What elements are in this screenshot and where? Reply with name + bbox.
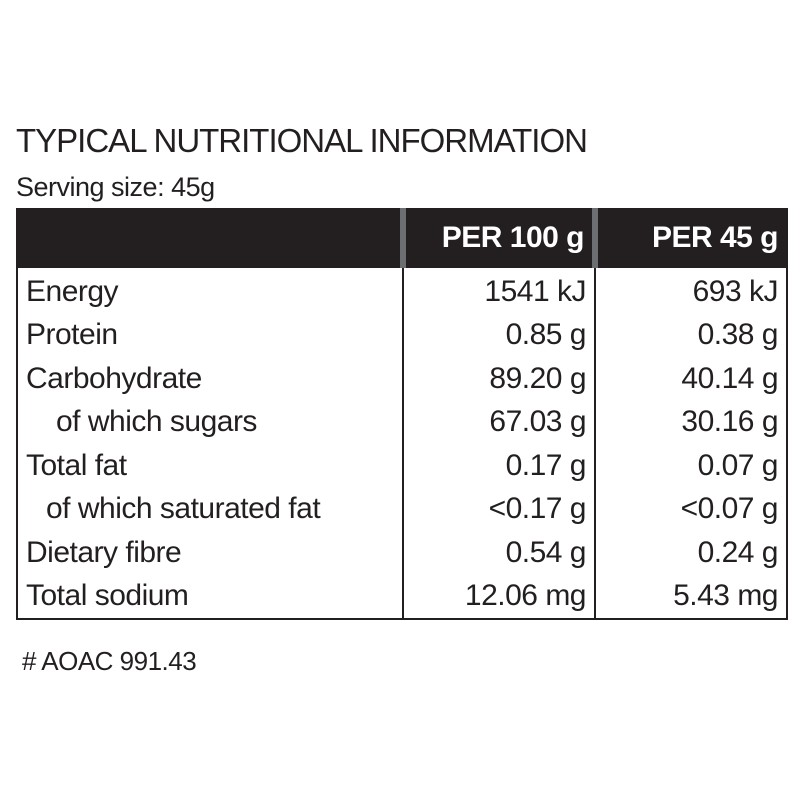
table-row: Total sodium 12.06 mg 5.43 mg	[16, 574, 788, 620]
nutrient-value: 0.85 g	[402, 313, 596, 357]
table-row: Energy 1541 kJ 693 kJ	[16, 267, 788, 314]
table-row: Protein 0.85 g 0.38 g	[16, 313, 788, 357]
nutrient-value: 89.20 g	[402, 357, 596, 401]
nutrient-value: 0.38 g	[594, 313, 788, 357]
table-row: of which sugars 67.03 g 30.16 g	[16, 400, 788, 444]
nutrient-value: 1541 kJ	[402, 267, 596, 314]
nutrient-value: 693 kJ	[594, 267, 788, 314]
nutrient-value: <0.17 g	[402, 487, 596, 531]
nutrient-name: of which sugars	[16, 400, 404, 444]
nutrient-value: <0.07 g	[594, 487, 788, 531]
serving-size: Serving size: 45g	[16, 172, 215, 202]
footnote: # AOAC 991.43	[22, 646, 197, 676]
nutrient-value: 0.17 g	[402, 444, 596, 488]
header-cell: PER 100 g	[400, 208, 596, 268]
table-row: Carbohydrate 89.20 g 40.14 g	[16, 357, 788, 401]
table-row: Total fat 0.17 g 0.07 g	[16, 444, 788, 488]
nutrient-name: of which saturated fat	[16, 487, 404, 531]
nutrient-name: Energy	[16, 267, 404, 314]
nutrient-value: 40.14 g	[594, 357, 788, 401]
nutrient-name: Protein	[16, 313, 404, 357]
nutrient-name: Total sodium	[16, 574, 404, 620]
nutrient-value: 5.43 mg	[594, 574, 788, 620]
nutrient-value: 12.06 mg	[402, 574, 596, 620]
nutrient-value: 0.07 g	[594, 444, 788, 488]
nutrient-value: 67.03 g	[402, 400, 596, 444]
header-cell	[16, 208, 404, 268]
header-cell: PER 45 g	[592, 208, 788, 268]
table-row: of which saturated fat <0.17 g <0.07 g	[16, 487, 788, 531]
nutrient-value: 30.16 g	[594, 400, 788, 444]
nutrient-value: 0.24 g	[594, 531, 788, 575]
table-body: Energy 1541 kJ 693 kJ Protein 0.85 g 0.38 g Ca…	[16, 267, 788, 620]
title: TYPICAL NUTRITIONAL INFORMATION	[16, 122, 588, 159]
table-row: Dietary fibre 0.54 g 0.24 g	[16, 531, 788, 575]
header-row: PER 100 g PER 45 g	[16, 208, 788, 268]
nutrient-name: Total fat	[16, 444, 404, 488]
nutrient-name: Dietary fibre	[16, 531, 404, 575]
nutrient-name: Carbohydrate	[16, 357, 404, 401]
nutrient-value: 0.54 g	[402, 531, 596, 575]
nutrition-table: PER 100 g PER 45 g Energy 1541 kJ 693 kJ Pr…	[16, 208, 788, 620]
